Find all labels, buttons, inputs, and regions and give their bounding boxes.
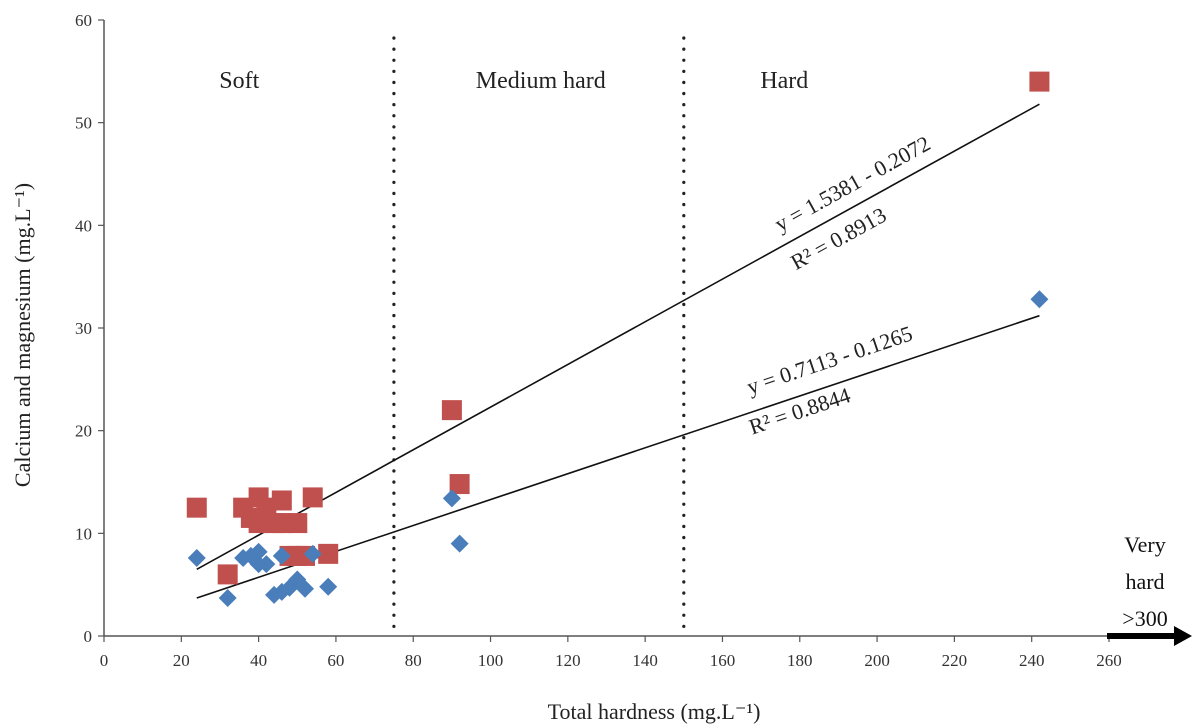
very-hard-arrow-head bbox=[1174, 626, 1192, 646]
trendlines bbox=[196, 103, 1040, 599]
very-hard-label: hard bbox=[1125, 569, 1164, 594]
y-tick-label: 30 bbox=[75, 319, 92, 338]
data-point-square bbox=[449, 474, 470, 495]
y-tick-label: 60 bbox=[75, 11, 92, 30]
data-point-diamond bbox=[1030, 290, 1049, 309]
x-tick-label: 120 bbox=[555, 651, 581, 670]
x-tick-label: 0 bbox=[100, 651, 109, 670]
data-point-square bbox=[1029, 71, 1050, 92]
data-point-square bbox=[217, 564, 238, 585]
very-hard-annotation: Very hard >300 bbox=[1107, 532, 1192, 646]
data-point-square bbox=[287, 513, 308, 534]
data-point-square bbox=[441, 400, 462, 421]
y-tick-label: 10 bbox=[75, 524, 92, 543]
zone-label: Hard bbox=[760, 68, 808, 94]
y-axis-title: Calcium and magnesium (mg.L⁻¹) bbox=[10, 183, 35, 487]
x-tick-label: 60 bbox=[327, 651, 344, 670]
x-tick-label: 100 bbox=[478, 651, 504, 670]
data-point-diamond bbox=[319, 577, 338, 596]
x-tick-label: 200 bbox=[864, 651, 890, 670]
data-point-square bbox=[248, 513, 269, 534]
x-tick-label: 40 bbox=[250, 651, 267, 670]
data-point-square bbox=[302, 487, 323, 508]
axes bbox=[103, 20, 1109, 637]
very-hard-label: Very bbox=[1124, 532, 1166, 557]
data-point-diamond bbox=[249, 542, 268, 561]
y-tick-label: 0 bbox=[84, 627, 93, 646]
x-tick-label: 160 bbox=[710, 651, 736, 670]
data-point-diamond bbox=[450, 534, 469, 553]
data-point-square bbox=[271, 490, 292, 511]
data-point-square bbox=[186, 497, 207, 518]
data-points bbox=[186, 71, 1050, 608]
data-point-diamond bbox=[218, 589, 237, 608]
data-point-diamond bbox=[296, 579, 314, 598]
y-tick-label: 50 bbox=[75, 114, 92, 133]
data-point-diamond bbox=[442, 489, 461, 508]
zone-label: Soft bbox=[219, 68, 259, 94]
x-axis-title: Total hardness (mg.L⁻¹) bbox=[548, 699, 761, 724]
data-point-square bbox=[271, 513, 292, 534]
x-tick-label: 220 bbox=[942, 651, 968, 670]
data-point-square bbox=[256, 497, 277, 518]
zone-labels: Soft Medium hard Hard bbox=[219, 68, 808, 94]
x-ticks: 0 20 40 60 80 100 120 140 160 180 200 220 240 260 bbox=[100, 636, 1122, 670]
y-tick-label: 20 bbox=[75, 422, 92, 441]
x-tick-label: 260 bbox=[1096, 651, 1122, 670]
data-point-diamond bbox=[303, 544, 322, 563]
zone-label: Medium hard bbox=[476, 68, 606, 94]
x-tick-label: 180 bbox=[787, 651, 813, 670]
y-tick-label: 40 bbox=[75, 216, 92, 235]
very-hard-label: >300 bbox=[1122, 606, 1167, 631]
y-ticks: 0 10 20 30 40 50 60 bbox=[75, 11, 104, 646]
x-tick-label: 140 bbox=[632, 651, 658, 670]
data-point-diamond bbox=[272, 546, 291, 565]
x-tick-label: 20 bbox=[173, 651, 190, 670]
trendline bbox=[196, 103, 1040, 570]
data-point-diamond bbox=[257, 555, 276, 574]
data-point-square bbox=[318, 543, 339, 564]
x-tick-label: 240 bbox=[1019, 651, 1045, 670]
data-point-diamond bbox=[187, 548, 206, 567]
zone-dividers bbox=[392, 36, 686, 638]
x-tick-label: 80 bbox=[405, 651, 422, 670]
